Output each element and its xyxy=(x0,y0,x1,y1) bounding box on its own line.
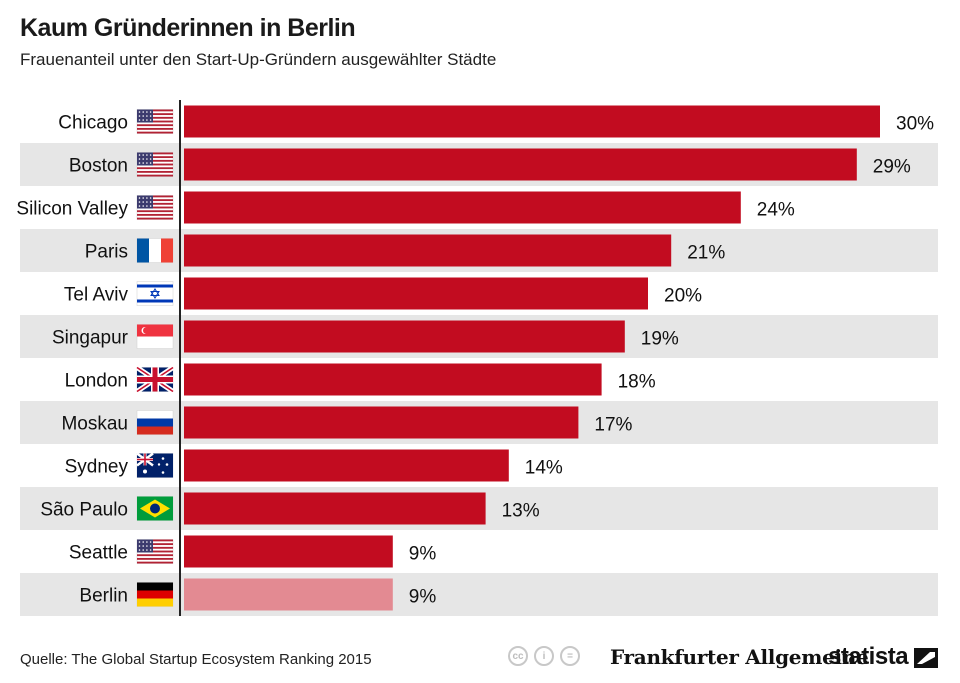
value-label: 21% xyxy=(687,243,725,264)
chart-title: Kaum Gründerinnen in Berlin xyxy=(20,14,356,42)
bar xyxy=(184,406,579,439)
bar xyxy=(184,535,393,568)
flag-au-icon xyxy=(136,452,174,478)
value-label: 18% xyxy=(618,372,656,393)
bar xyxy=(184,363,602,396)
flag-fr-icon xyxy=(136,238,174,263)
category-label: Chicago xyxy=(58,113,128,134)
flag-de-icon xyxy=(136,582,174,607)
nd-icon: = xyxy=(560,646,580,666)
bar xyxy=(184,578,393,611)
value-label: 9% xyxy=(409,587,437,608)
bar xyxy=(184,105,880,138)
category-label: London xyxy=(65,371,128,392)
by-icon: i xyxy=(534,646,554,666)
category-label: Paris xyxy=(85,242,128,263)
bar xyxy=(184,148,857,181)
bar xyxy=(184,234,672,267)
category-label: Sydney xyxy=(65,457,129,478)
publisher-logo: Frankfurter Allgemeine xyxy=(610,645,869,669)
value-label: 24% xyxy=(757,200,795,221)
flag-sg-icon xyxy=(136,324,174,349)
category-label: Singapur xyxy=(52,328,129,349)
value-label: 13% xyxy=(502,501,540,522)
category-label: Berlin xyxy=(79,586,128,607)
category-label: Seattle xyxy=(69,543,128,564)
statista-mark-icon xyxy=(914,648,938,668)
flag-us-icon xyxy=(136,152,174,177)
flag-us-icon xyxy=(136,539,174,564)
flag-gb-icon xyxy=(135,365,175,394)
category-label: Tel Aviv xyxy=(64,285,129,306)
flag-us-icon xyxy=(136,195,174,220)
value-label: 20% xyxy=(664,286,702,307)
bar xyxy=(184,191,741,224)
value-label: 14% xyxy=(525,458,563,479)
flag-us-icon xyxy=(136,109,174,134)
cc-icon: cc xyxy=(508,646,528,666)
value-label: 30% xyxy=(896,114,934,135)
category-label: Silicon Valley xyxy=(16,199,128,220)
category-label: Boston xyxy=(69,156,128,177)
category-label: São Paulo xyxy=(40,500,128,521)
chart-subtitle: Frauenanteil unter den Start-Up-Gründern… xyxy=(20,50,497,69)
source-note: Quelle: The Global Startup Ecosystem Ran… xyxy=(20,651,372,668)
category-label: Moskau xyxy=(61,414,128,435)
value-label: 19% xyxy=(641,329,679,350)
bar xyxy=(184,277,648,310)
license-icons: cc i = xyxy=(508,646,580,666)
value-label: 29% xyxy=(873,157,911,178)
value-label: 17% xyxy=(594,415,632,436)
bar xyxy=(184,320,625,353)
flag-br-icon xyxy=(136,496,174,521)
bar xyxy=(184,449,509,482)
value-label: 9% xyxy=(409,544,437,565)
flag-il-icon xyxy=(136,281,174,306)
flag-ru-icon xyxy=(136,410,174,435)
statista-logo: statista xyxy=(828,643,909,670)
bar xyxy=(184,492,486,525)
